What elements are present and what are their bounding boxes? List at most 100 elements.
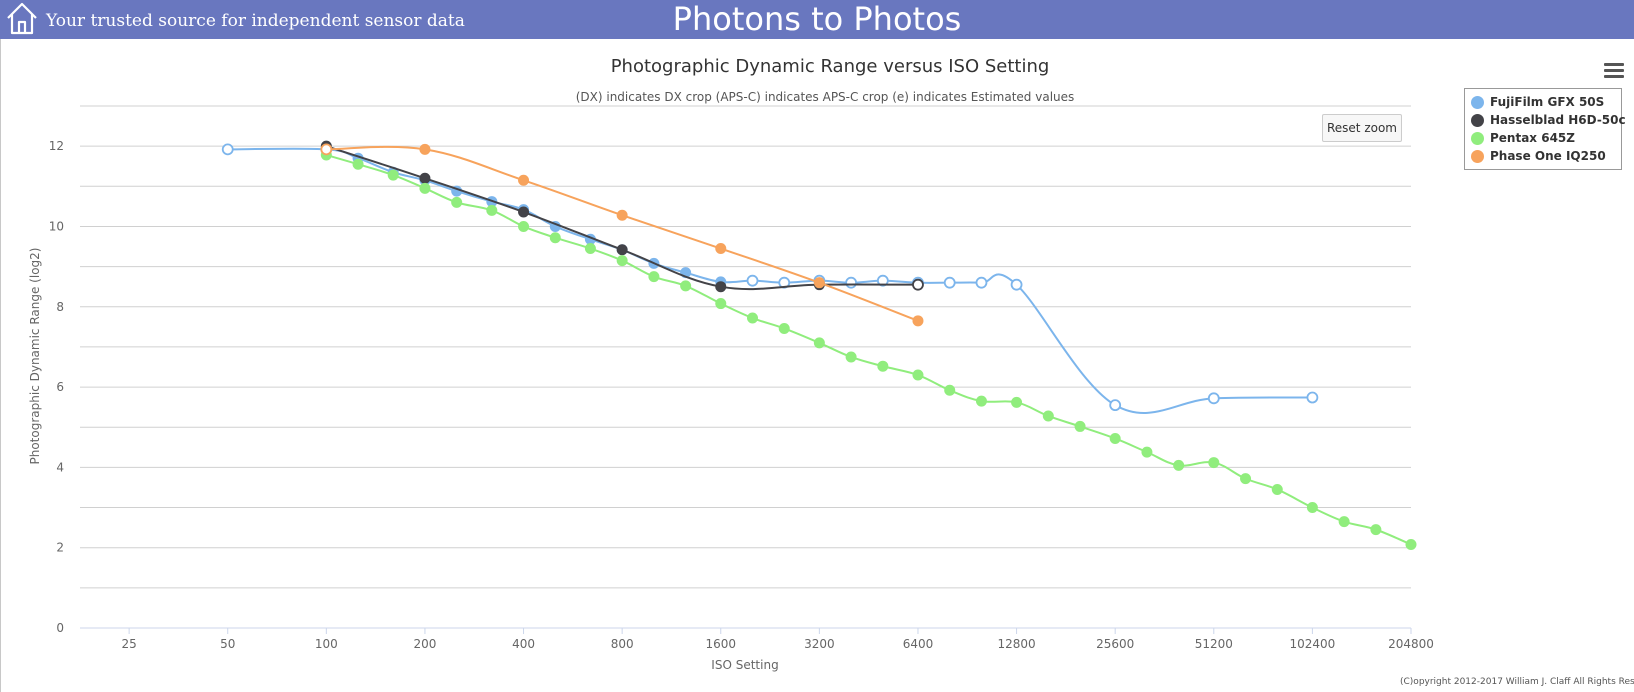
data-point [387, 169, 399, 181]
legend-label: FujiFilm GFX 50S [1490, 95, 1605, 109]
series-2 [320, 149, 1417, 550]
data-point [419, 182, 431, 194]
legend-label: Pentax 645Z [1490, 131, 1575, 145]
data-point [1011, 396, 1023, 408]
data-point [1370, 524, 1382, 536]
data-point [1208, 457, 1220, 469]
series-0 [221, 143, 1319, 414]
data-point [778, 322, 790, 334]
data-point [943, 276, 956, 289]
legend-item[interactable]: Pentax 645Z [1471, 129, 1615, 147]
x-tick-label: 102400 [1289, 637, 1335, 651]
data-point [1271, 483, 1283, 495]
gridlines [80, 105, 1411, 589]
x-tick-label: 1600 [705, 637, 736, 651]
data-point [1405, 538, 1417, 550]
series-line [326, 154, 1412, 546]
data-point [912, 278, 924, 291]
chart-title: Photographic Dynamic Range versus ISO Se… [610, 56, 1050, 77]
data-point [975, 276, 988, 289]
data-point [944, 384, 956, 396]
data-point [1173, 459, 1185, 471]
x-tick-label: 50 [220, 637, 235, 651]
legend-marker [1471, 95, 1484, 109]
copyright-notice: (C)opyright 2012-2017 William J. Claff A… [1400, 677, 1634, 687]
data-point [1338, 516, 1350, 528]
data-point [715, 281, 727, 293]
y-tick-label: 10 [49, 219, 64, 233]
data-point [912, 369, 924, 381]
y-tick-label: 8 [56, 300, 64, 314]
data-point [648, 271, 660, 283]
data-point [451, 196, 463, 208]
reset-zoom-button[interactable]: Reset zoom [1322, 114, 1402, 142]
y-tick-label: 2 [56, 541, 64, 555]
data-point [1306, 391, 1319, 404]
data-point [584, 243, 596, 255]
data-point [715, 298, 727, 310]
y-axis-label: Photographic Dynamic Range (log2) [28, 247, 42, 465]
data-point [616, 244, 628, 256]
data-point [518, 220, 530, 232]
x-tick-label: 400 [512, 637, 535, 651]
data-point [518, 206, 530, 218]
chart-legend: FujiFilm GFX 50S Hasselblad H6D-50c Pentax… [1464, 88, 1626, 170]
data-point [975, 395, 987, 407]
legend-item[interactable]: Hasselblad H6D-50c [1471, 111, 1626, 129]
legend-label: Phase One IQ250 [1490, 149, 1606, 163]
x-tick-label: 3200 [804, 637, 835, 651]
chart-subtitle: (DX) indicates DX crop (APS-C) indicates… [575, 90, 1075, 104]
data-point [813, 277, 825, 289]
data-point [845, 351, 857, 363]
y-tick-label: 12 [49, 139, 64, 153]
x-tick-label: 800 [611, 637, 634, 651]
data-point [549, 232, 561, 244]
x-tick-label: 6400 [903, 637, 934, 651]
hamburger-menu-icon[interactable] [1604, 63, 1624, 79]
data-point [680, 280, 692, 292]
data-point [715, 243, 727, 255]
data-point [1109, 399, 1122, 412]
data-point [876, 274, 889, 287]
home-icon[interactable] [5, 1, 39, 35]
data-point [1010, 278, 1023, 291]
x-tick-label: 204800 [1388, 637, 1434, 651]
data-point [1074, 420, 1086, 432]
data-point [320, 143, 333, 156]
data-point [486, 204, 498, 216]
y-tick-label: 0 [56, 621, 64, 635]
data-point [877, 360, 889, 372]
legend-item[interactable]: Phase One IQ250 [1471, 147, 1615, 165]
site-tagline: Your trusted source for independent sens… [46, 11, 465, 31]
series-line [227, 147, 1313, 414]
data-point [747, 312, 759, 324]
data-point [221, 143, 234, 156]
x-tick-label: 25600 [1096, 637, 1134, 651]
data-point [746, 274, 759, 287]
data-point [1141, 446, 1153, 458]
x-tick-label: 51200 [1195, 637, 1233, 651]
data-point [616, 255, 628, 267]
chart-container [0, 39, 1634, 692]
legend-marker [1471, 149, 1484, 163]
x-tick-label: 100 [315, 637, 338, 651]
data-point [518, 174, 530, 186]
data-point [813, 337, 825, 349]
data-point [845, 276, 858, 289]
x-tick-label: 25 [121, 637, 136, 651]
data-point [1109, 432, 1121, 444]
site-title: Photons to Photos [672, 0, 962, 38]
legend-marker [1471, 113, 1484, 127]
series-3 [320, 143, 924, 327]
data-point [1306, 502, 1318, 514]
data-point [1240, 473, 1252, 485]
y-tick-label: 4 [56, 460, 64, 474]
data-point [616, 209, 628, 221]
data-point [352, 158, 364, 170]
legend-item[interactable]: FujiFilm GFX 50S [1471, 93, 1615, 111]
legend-label: Hasselblad H6D-50c [1490, 113, 1626, 127]
data-point [419, 172, 431, 184]
x-axis-label: ISO Setting [711, 658, 779, 672]
legend-marker [1471, 131, 1484, 145]
